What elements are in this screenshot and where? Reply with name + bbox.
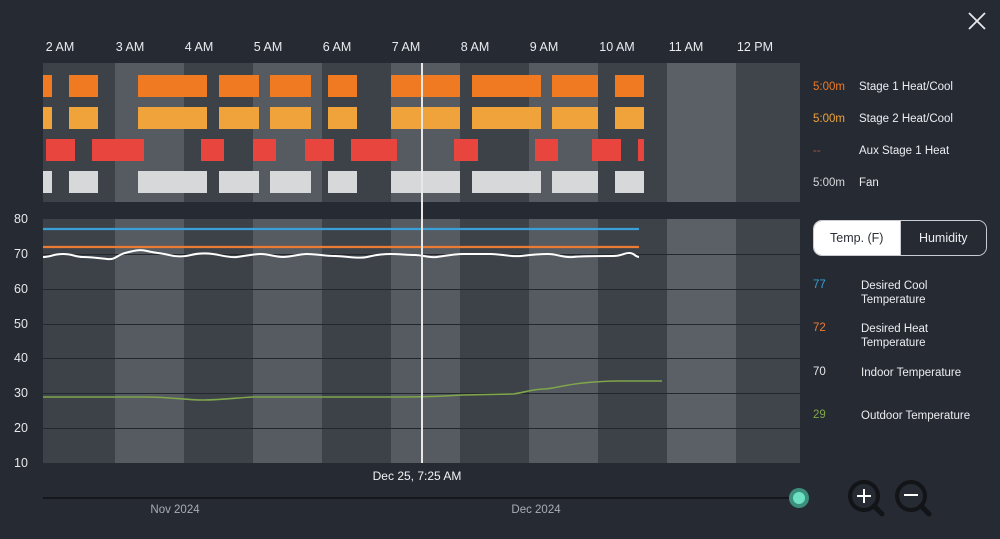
temp-toggle-button[interactable]: Temp. (F) [814,221,900,255]
hour-label: 12 PM [736,40,774,54]
legend-outdoor: 29 Outdoor Temperature [813,409,971,422]
timeline-slider-handle[interactable] [789,488,809,508]
zoom-out-icon [895,480,932,517]
hour-label: 7 AM [391,40,421,54]
time-cursor[interactable] [421,63,423,463]
legend-aux: -- Aux Stage 1 Heat [813,145,950,157]
y-tick: 20 [14,421,28,435]
legend-desired-heat: 72 Desired Heat Temperature [813,322,929,349]
legend-desired-cool: 77 Desired Cool Temperature [813,279,928,306]
zoom-in-button[interactable] [846,478,886,520]
hour-label: 2 AM [45,40,75,54]
hour-label: 6 AM [322,40,352,54]
y-tick: 80 [14,212,28,226]
outdoor-temp-line [43,380,662,401]
y-tick: 70 [14,247,28,261]
humidity-toggle-button[interactable]: Humidity [899,221,986,255]
hour-label: 11 AM [668,40,704,54]
y-tick: 60 [14,282,28,296]
timeline-slider-track[interactable] [43,497,798,499]
month-label: Dec 2024 [511,504,561,516]
close-button[interactable] [966,10,988,32]
legend-fan: 5:00m Fan [813,177,879,189]
y-tick: 50 [14,317,28,331]
legend-stage2: 5:00m Stage 2 Heat/Cool [813,113,953,125]
hour-label: 8 AM [460,40,490,54]
legend-indoor: 70 Indoor Temperature [813,366,962,379]
legend-stage1: 5:00m Stage 1 Heat/Cool [813,81,953,93]
temperature-chart[interactable] [43,219,800,463]
month-label: Nov 2024 [150,504,200,516]
metric-toggle[interactable]: Temp. (F) Humidity [813,220,987,256]
zoom-in-icon [848,480,885,517]
y-tick: 30 [14,386,28,400]
hour-label: 10 AM [599,40,635,54]
hour-label: 5 AM [253,40,283,54]
y-tick: 10 [14,456,28,470]
zoom-out-button[interactable] [893,478,933,520]
hour-label: 9 AM [529,40,559,54]
cursor-label: Dec 25, 7:25 AM [372,469,462,483]
temperature-lines [43,227,662,401]
runtime-chart[interactable] [43,63,800,202]
hour-label: 4 AM [184,40,214,54]
indoor-temp-line [43,249,640,261]
hour-label: 3 AM [115,40,145,54]
close-icon [968,12,986,30]
y-tick: 40 [14,351,28,365]
